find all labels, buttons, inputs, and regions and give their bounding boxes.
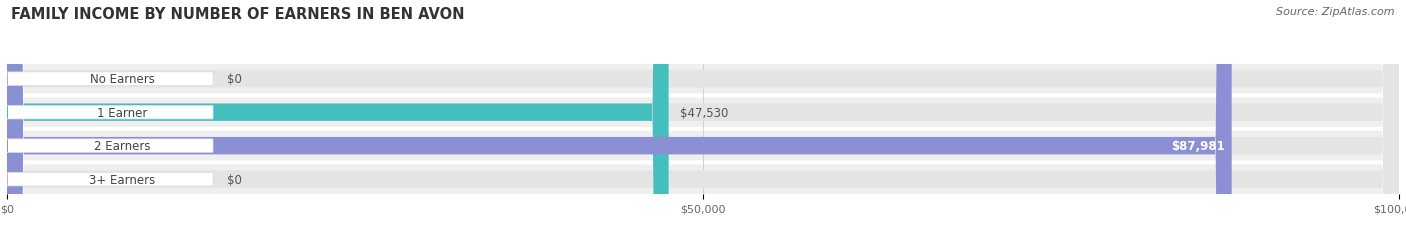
FancyBboxPatch shape [7,0,1232,231]
Text: $0: $0 [226,73,242,86]
FancyBboxPatch shape [7,0,1399,231]
FancyBboxPatch shape [7,0,1399,231]
Text: No Earners: No Earners [90,73,155,86]
FancyBboxPatch shape [7,0,1399,231]
FancyBboxPatch shape [7,173,214,186]
Text: 3+ Earners: 3+ Earners [89,173,156,186]
Text: $47,530: $47,530 [679,106,728,119]
FancyBboxPatch shape [7,0,1399,231]
FancyBboxPatch shape [7,0,1399,231]
Text: 2 Earners: 2 Earners [94,140,150,152]
FancyBboxPatch shape [7,0,669,231]
FancyBboxPatch shape [7,139,214,153]
Text: $87,981: $87,981 [1171,140,1225,152]
FancyBboxPatch shape [7,0,1399,231]
FancyBboxPatch shape [7,0,1399,231]
FancyBboxPatch shape [7,0,1399,231]
Text: FAMILY INCOME BY NUMBER OF EARNERS IN BEN AVON: FAMILY INCOME BY NUMBER OF EARNERS IN BE… [11,7,465,22]
Text: Source: ZipAtlas.com: Source: ZipAtlas.com [1277,7,1395,17]
Text: 1 Earner: 1 Earner [97,106,148,119]
FancyBboxPatch shape [7,73,214,86]
Text: $0: $0 [226,173,242,186]
FancyBboxPatch shape [7,106,214,119]
